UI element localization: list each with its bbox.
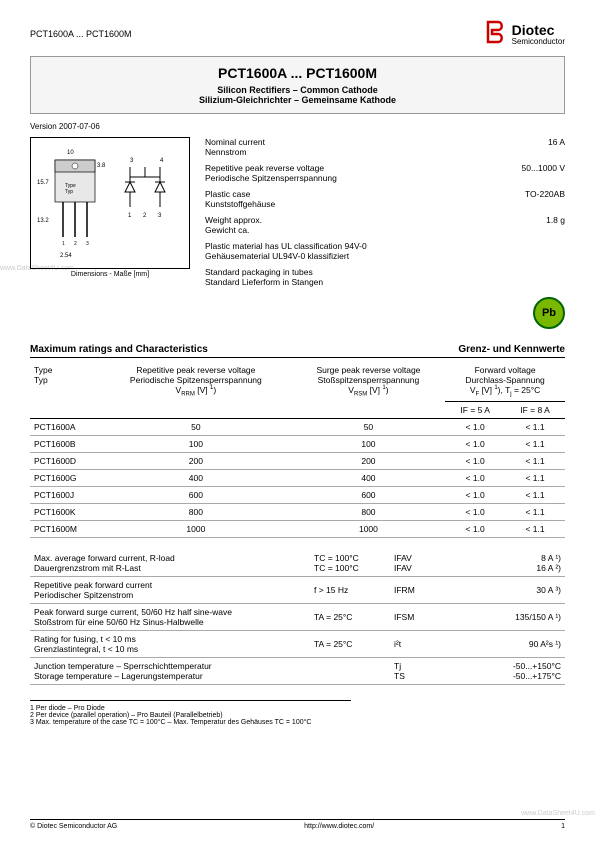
spec-label: Plastic material has UL classification 9… xyxy=(205,241,367,261)
diagram-caption: Dimensions - Maße [mm] xyxy=(30,271,190,278)
spec-row: Weight approx.Gewicht ca. 1.8 g xyxy=(205,215,565,235)
spec-row: Repetitive peak reverse voltagePeriodisc… xyxy=(205,163,565,183)
spec-value: TO-220AB xyxy=(525,189,565,209)
spec-value: 50...1000 V xyxy=(522,163,565,183)
version-text: Version 2007-07-06 xyxy=(30,122,565,131)
ratings-hdr-left: Maximum ratings and Characteristics xyxy=(30,344,208,355)
table-row: Repetitive peak forward currentPeriodisc… xyxy=(30,576,565,603)
table-row: Peak forward surge current, 50/60 Hz hal… xyxy=(30,603,565,630)
table-row: PCT1600M10001000< 1.0< 1.1 xyxy=(30,520,565,537)
footer-center: http://www.diotec.com/ xyxy=(304,823,374,830)
svg-text:2: 2 xyxy=(74,241,77,247)
brand-name: Diotec xyxy=(512,23,565,37)
spec-row: Standard packaging in tubesStandard Lief… xyxy=(205,267,565,287)
svg-text:13.2: 13.2 xyxy=(37,218,49,224)
table-row: PCT1600A5050< 1.0< 1.1 xyxy=(30,418,565,435)
table-row: Junction temperature – Sperrschichttempe… xyxy=(30,657,565,684)
table-row: PCT1600B100100< 1.0< 1.1 xyxy=(30,435,565,452)
footnote: 1 Per diode – Pro Diode xyxy=(30,705,351,712)
svg-text:1: 1 xyxy=(62,241,65,247)
package-svg: Type Typ 1 2 3 15.7 10 3.8 13.2 2.54 3 4 xyxy=(35,142,185,262)
spec-label: Nominal currentNennstrom xyxy=(205,137,265,157)
svg-text:10: 10 xyxy=(67,150,74,156)
spec-row: Plastic caseKunststoffgehäuse TO-220AB xyxy=(205,189,565,209)
additional-table: Max. average forward current, R-loadDaue… xyxy=(30,550,565,685)
spec-row: Plastic material has UL classification 9… xyxy=(205,241,565,261)
spec-label: Standard packaging in tubesStandard Lief… xyxy=(205,267,323,287)
ratings-header: Maximum ratings and Characteristics Gren… xyxy=(30,344,565,358)
svg-text:3: 3 xyxy=(158,213,162,219)
brand-sub: Semiconductor xyxy=(512,37,565,46)
svg-text:3.8: 3.8 xyxy=(97,163,106,169)
table-row: Max. average forward current, R-loadDaue… xyxy=(30,550,565,577)
title-sub2: Silizium-Gleichrichter – Gemeinsame Kath… xyxy=(39,95,556,105)
col-vrrm: Repetitive peak reverse voltagePeriodisc… xyxy=(100,362,292,418)
footer-right: 1 xyxy=(561,823,565,830)
specs-list: Nominal currentNennstrom 16 A Repetitive p… xyxy=(205,137,565,329)
svg-text:2.54: 2.54 xyxy=(60,253,72,259)
svg-text:3: 3 xyxy=(86,241,89,247)
page-footer: © Diotec Semiconductor AG http://www.dio… xyxy=(30,819,565,830)
col-type: TypeTyp xyxy=(30,362,100,418)
svg-text:4: 4 xyxy=(160,158,164,164)
brand-logo: Diotec Semiconductor xyxy=(484,20,565,48)
package-diagram: Type Typ 1 2 3 15.7 10 3.8 13.2 2.54 3 4 xyxy=(30,137,190,269)
table-row: PCT1600K800800< 1.0< 1.1 xyxy=(30,503,565,520)
footnote: 2 Per device (parallel operation) – Pro … xyxy=(30,712,351,719)
svg-text:15.7: 15.7 xyxy=(37,180,49,186)
table-row: PCT1600J600600< 1.0< 1.1 xyxy=(30,486,565,503)
svg-text:1: 1 xyxy=(128,213,132,219)
col-if8: IF = 8 A xyxy=(505,401,565,418)
ratings-hdr-right: Grenz- und Kennwerte xyxy=(458,344,565,355)
table-row: PCT1600G400400< 1.0< 1.1 xyxy=(30,469,565,486)
table-row: PCT1600D200200< 1.0< 1.1 xyxy=(30,452,565,469)
table-row: Rating for fusing, t < 10 msGrenzlastint… xyxy=(30,630,565,657)
rohs-badge: Pb xyxy=(533,297,565,329)
footnote: 3 Max. temperature of the case TC = 100°… xyxy=(30,719,351,726)
header-range: PCT1600A ... PCT1600M xyxy=(30,29,132,39)
title-sub1: Silicon Rectifiers – Common Cathode xyxy=(39,85,556,95)
footnotes: 1 Per diode – Pro Diode2 Per device (par… xyxy=(30,700,351,726)
top-section: Type Typ 1 2 3 15.7 10 3.8 13.2 2.54 3 4 xyxy=(30,137,565,329)
watermark-right: www.DataSheet4U.com xyxy=(521,810,595,817)
svg-text:Typ: Typ xyxy=(65,189,73,195)
svg-text:3: 3 xyxy=(130,158,134,164)
spec-value: 1.8 g xyxy=(546,215,565,235)
col-vf: Forward voltageDurchlass-SpannungVF [V] … xyxy=(445,362,565,401)
col-vrsm: Surge peak reverse voltageStoßspitzenspe… xyxy=(292,362,445,418)
page-header: PCT1600A ... PCT1600M Diotec Semiconduct… xyxy=(30,20,565,48)
diagram-container: Type Typ 1 2 3 15.7 10 3.8 13.2 2.54 3 4 xyxy=(30,137,190,329)
spec-label: Plastic caseKunststoffgehäuse xyxy=(205,189,275,209)
spec-row: Nominal currentNennstrom 16 A xyxy=(205,137,565,157)
ratings-table: TypeTyp Repetitive peak reverse voltageP… xyxy=(30,362,565,538)
spec-label: Repetitive peak reverse voltagePeriodisc… xyxy=(205,163,337,183)
spec-label: Weight approx.Gewicht ca. xyxy=(205,215,262,235)
title-main: PCT1600A ... PCT1600M xyxy=(39,65,556,81)
title-box: PCT1600A ... PCT1600M Silicon Rectifiers… xyxy=(30,56,565,114)
diotec-logo-icon xyxy=(484,20,506,48)
col-if5: IF = 5 A xyxy=(445,401,505,418)
footer-left: © Diotec Semiconductor AG xyxy=(30,823,117,830)
svg-text:2: 2 xyxy=(143,213,147,219)
spec-value: 16 A xyxy=(548,137,565,157)
